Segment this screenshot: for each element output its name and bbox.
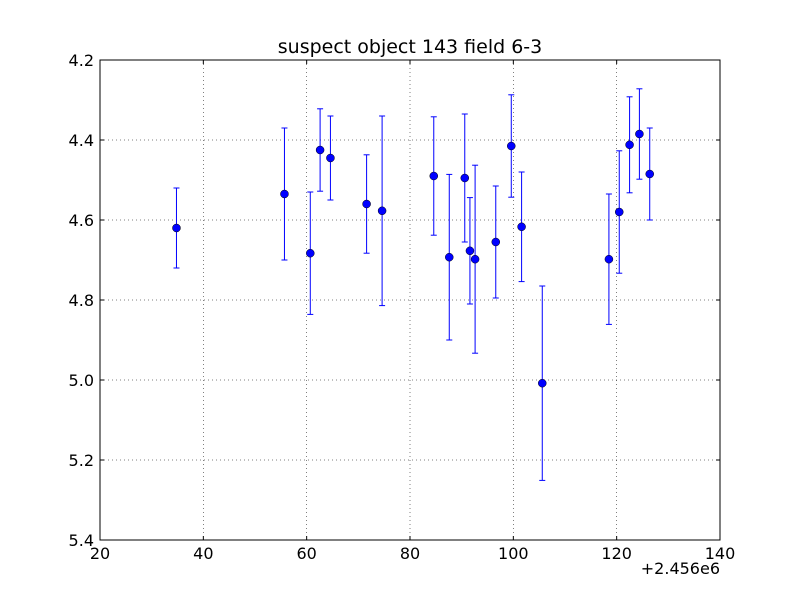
data-point: [429, 171, 439, 181]
y-tick-label: 4.4: [69, 131, 94, 150]
data-point: [280, 189, 289, 199]
data-point: [465, 246, 475, 256]
x-tick-label: 40: [193, 544, 213, 563]
x-tick-label: 80: [400, 544, 420, 563]
x-tick-label: 60: [296, 544, 316, 563]
y-tick-label: 5.0: [69, 371, 94, 390]
data-point: [362, 199, 371, 209]
x-axis-offset-label: +2.456e6: [641, 559, 720, 578]
data-point: [625, 140, 634, 150]
data-point: [635, 129, 644, 139]
data-point: [645, 169, 654, 179]
data-point: [517, 222, 526, 232]
tick-labels: 20 40 60 80 100 120 140 4.2 4.4 4.6 4.8 5.0 5.2 5.4: [69, 51, 736, 563]
x-tick-label: 100: [498, 544, 529, 563]
y-tick-label: 5.4: [69, 531, 94, 550]
data-point: [615, 207, 624, 217]
y-tick-label: 4.6: [69, 211, 94, 230]
data-point: [377, 206, 387, 216]
x-tick-label: 20: [90, 544, 110, 563]
grid: [100, 60, 720, 540]
data-point: [306, 248, 315, 258]
data-points: [172, 129, 654, 388]
data-point: [470, 254, 480, 264]
y-tick-label: 5.2: [69, 451, 94, 470]
x-tick-label: 140: [705, 544, 736, 563]
data-point: [445, 252, 454, 262]
data-point: [538, 378, 547, 388]
data-point: [507, 141, 516, 151]
data-point: [604, 254, 614, 264]
chart-title: suspect object 143 field 6-3: [278, 36, 543, 58]
y-tick-label: 4.2: [69, 51, 94, 70]
data-point: [460, 173, 470, 183]
ticks: [99, 59, 721, 541]
data-point: [326, 153, 335, 163]
data-point: [491, 237, 501, 247]
data-point: [315, 145, 325, 155]
y-tick-label: 4.8: [69, 291, 94, 310]
x-tick-label: 120: [601, 544, 632, 563]
data-point: [172, 223, 181, 233]
